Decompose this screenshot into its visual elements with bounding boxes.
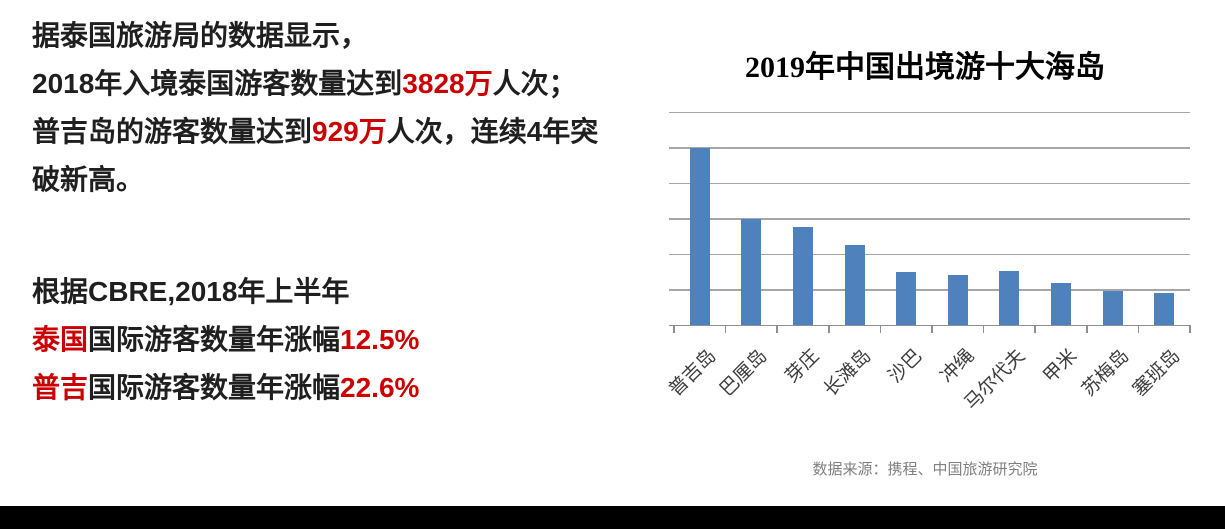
gridline xyxy=(669,182,1190,184)
text-segment: 据泰国旅游局的数据显示， xyxy=(32,20,369,51)
gridline xyxy=(669,289,1190,291)
x-axis-tick xyxy=(1034,325,1036,333)
chart-bar-芽庄 xyxy=(793,227,813,325)
x-axis-tick xyxy=(828,325,830,333)
x-axis-tick xyxy=(724,325,727,333)
gridline xyxy=(669,111,1190,113)
x-axis-label-长滩岛: 长滩岛 xyxy=(819,345,875,401)
text-line-5: 根据CBRE,2018年上半年 xyxy=(32,268,419,316)
highlight-phuket: 普吉 xyxy=(32,372,89,403)
chart-bar-甲米 xyxy=(1051,283,1071,325)
text-line-1: 据泰国旅游局的数据显示， xyxy=(32,12,598,60)
chart-bar-塞班岛 xyxy=(1154,293,1175,325)
x-axis-label-沙巴: 沙巴 xyxy=(884,345,927,388)
chart-bar-苏梅岛 xyxy=(1102,290,1123,325)
highlight-phuket-growth: 22.6% xyxy=(340,372,420,403)
text-segment: 普吉岛的游客数量达到 xyxy=(32,116,313,147)
text-segment: 国际游客数量年涨幅 xyxy=(88,324,341,355)
chart-bar-马尔代夫 xyxy=(999,271,1020,325)
text-line-3: 普吉岛的游客数量达到929万人次，连续4年突 xyxy=(32,108,598,156)
x-axis-line xyxy=(669,324,1190,326)
text-line-4: 破新高。 xyxy=(32,156,598,204)
x-axis-tick xyxy=(1137,325,1140,333)
gridline xyxy=(669,147,1190,149)
chart-bar-普吉岛 xyxy=(689,147,710,325)
gridline xyxy=(669,253,1190,255)
highlight-thailand-visitors: 3828万 xyxy=(402,68,493,99)
plot-area: 普吉岛 巴厘岛 芽庄 长滩岛 沙巴 冲绳 马尔代夫 甲米 苏梅岛 塞班岛 xyxy=(665,111,1191,414)
x-axis-tick xyxy=(1189,325,1191,333)
x-axis-tick xyxy=(776,325,778,333)
text-segment: 人次，连续4年突 xyxy=(386,116,599,147)
highlight-thailand: 泰国 xyxy=(32,324,89,355)
text-segment: 2018年入境泰国游客数量达到 xyxy=(32,68,403,99)
highlight-phuket-visitors: 929万 xyxy=(312,116,387,147)
text-segment: 人次； xyxy=(492,68,577,99)
text-segment: 破新高。 xyxy=(32,164,145,195)
intro-paragraph: 据泰国旅游局的数据显示， 2018年入境泰国游客数量达到3828万人次； 普吉岛… xyxy=(32,12,598,204)
x-axis-tick xyxy=(1086,325,1088,333)
x-axis-tick xyxy=(879,325,882,333)
x-axis-label-苏梅岛: 苏梅岛 xyxy=(1077,345,1133,401)
chart-bar-沙巴 xyxy=(896,271,917,325)
text-line-2: 2018年入境泰国游客数量达到3828万人次； xyxy=(32,60,598,108)
chart-bar-长滩岛 xyxy=(844,245,865,325)
chart-bar-巴厘岛 xyxy=(741,218,762,325)
x-axis-tick xyxy=(673,325,675,333)
text-segment: 国际游客数量年涨幅 xyxy=(88,372,341,403)
text-line-7: 普吉国际游客数量年涨幅22.6% xyxy=(32,364,419,412)
text-segment: 根据CBRE,2018年上半年 xyxy=(32,276,350,307)
text-line-6: 泰国国际游客数量年涨幅12.5% xyxy=(32,316,419,364)
x-axis-tick xyxy=(982,325,985,333)
highlight-thailand-growth: 12.5% xyxy=(340,324,420,355)
source-note: 数据来源：携程、中国旅游研究院 xyxy=(812,461,1038,478)
x-axis-label-巴厘岛: 巴厘岛 xyxy=(716,345,772,401)
x-axis-label-塞班岛: 塞班岛 xyxy=(1129,345,1185,401)
footer-bar xyxy=(0,506,1225,529)
chart-title: 2019年中国出境游十大海岛 xyxy=(745,51,1105,84)
cbre-paragraph: 根据CBRE,2018年上半年 泰国国际游客数量年涨幅12.5% 普吉国际游客数… xyxy=(32,268,419,412)
x-axis-label-普吉岛: 普吉岛 xyxy=(665,345,721,401)
gridline xyxy=(669,218,1190,220)
chart-bar-冲绳 xyxy=(947,274,968,325)
x-axis-tick xyxy=(931,325,933,333)
